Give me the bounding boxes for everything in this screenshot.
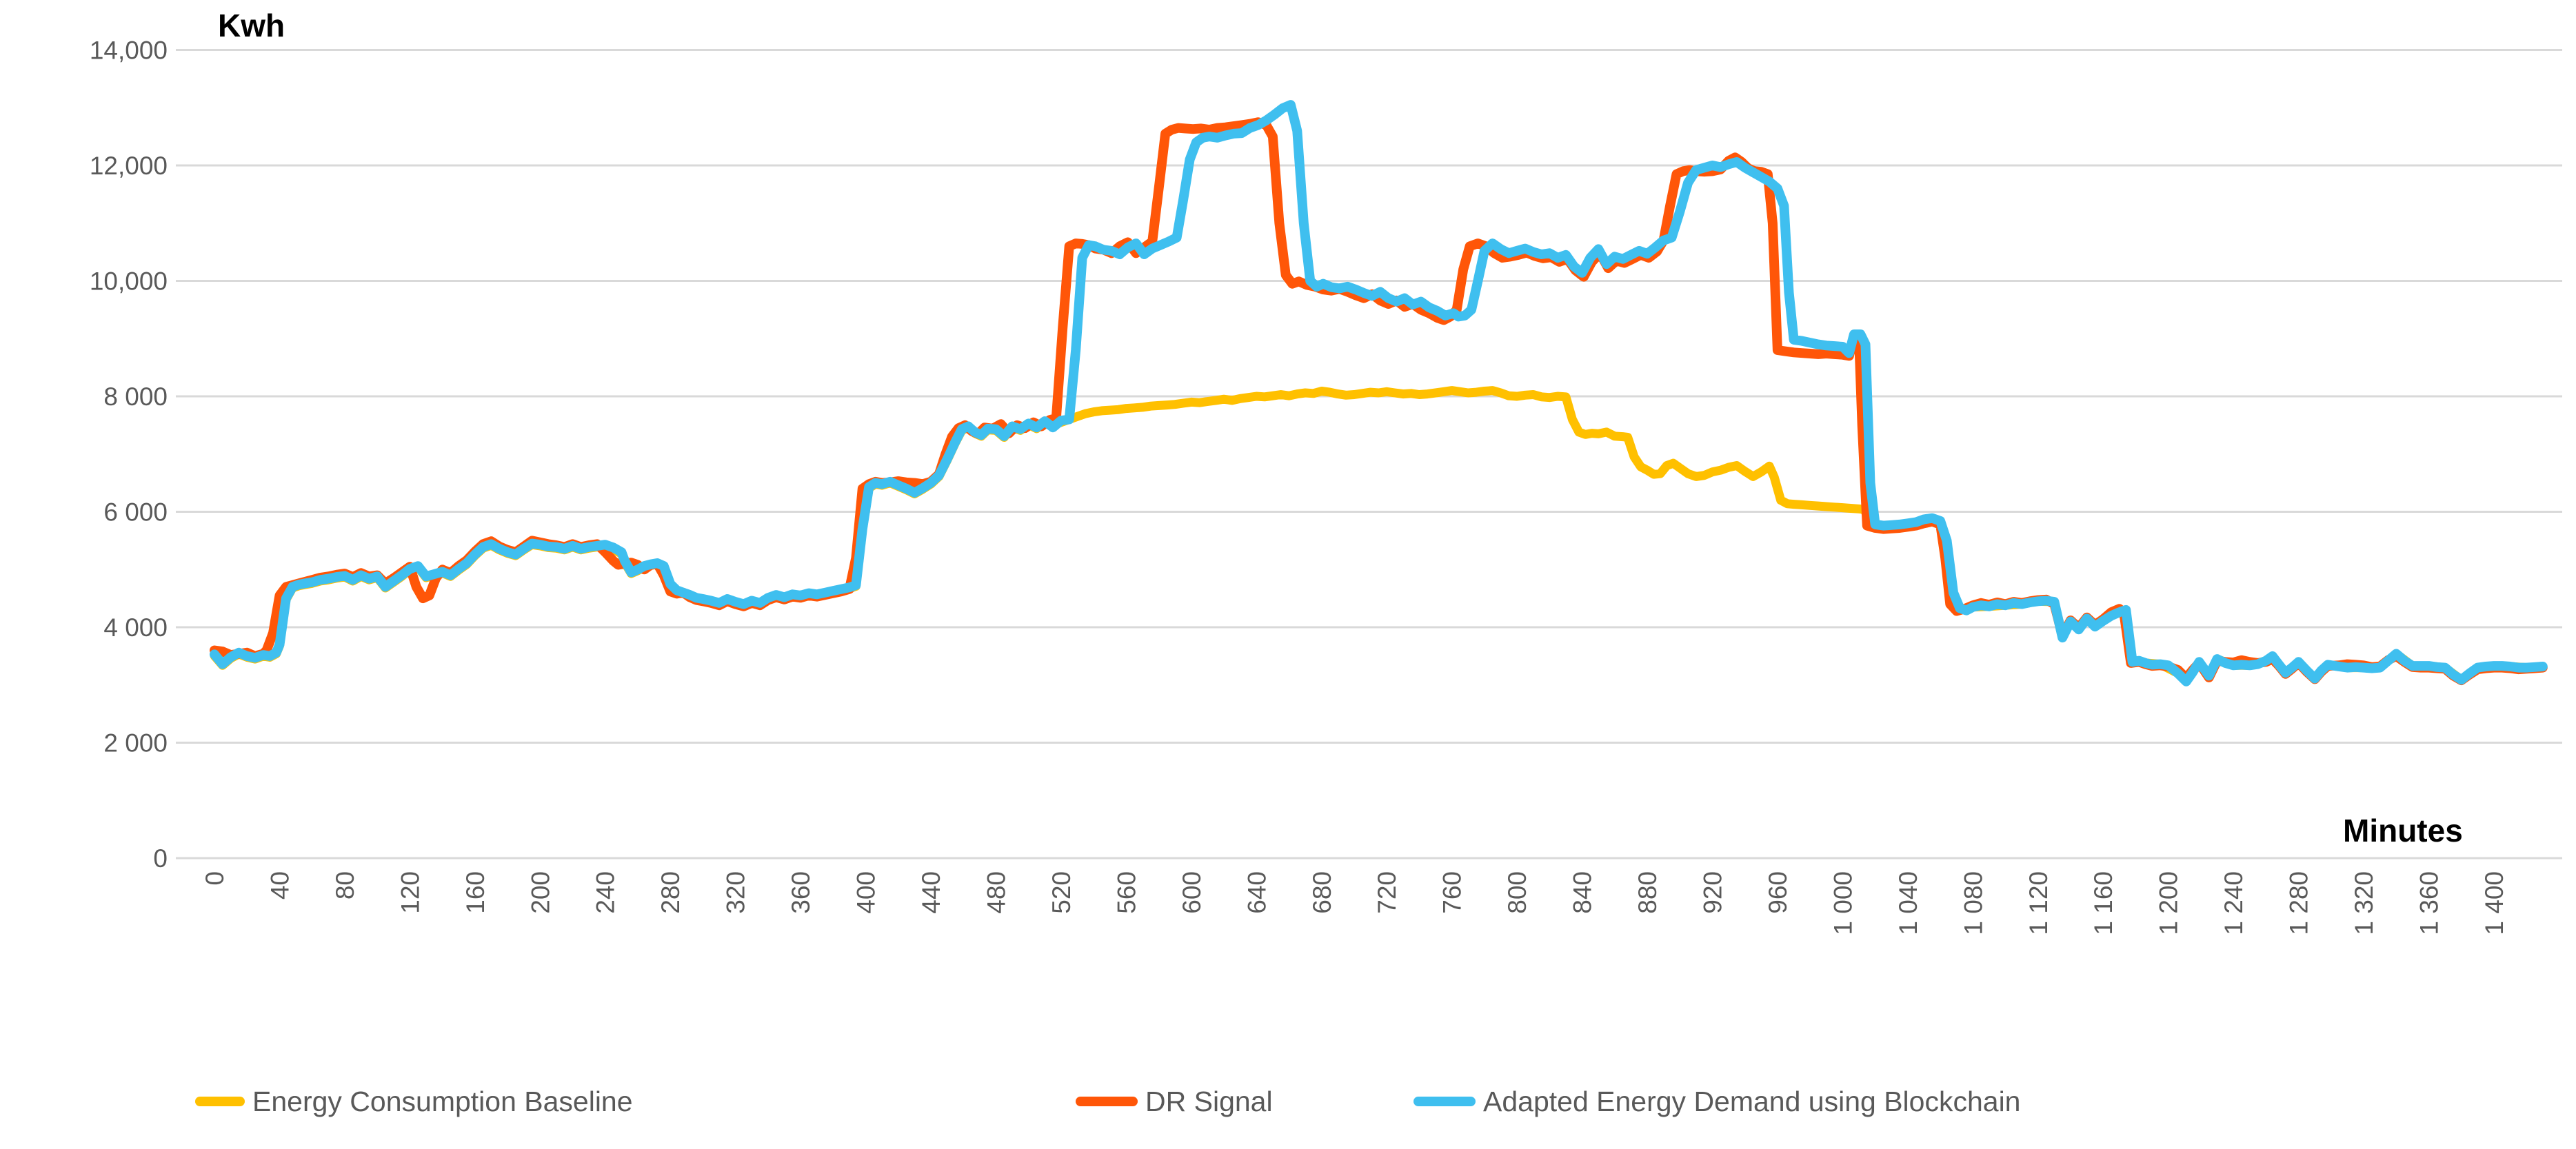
y-axis-unit-label: Kwh xyxy=(218,8,285,43)
x-axis-tick-label: 400 xyxy=(852,871,881,914)
x-axis-tick-label: 360 xyxy=(787,871,815,914)
x-axis-tick-label: 840 xyxy=(1569,871,1597,914)
y-axis-tick-label: 12,000 xyxy=(90,152,168,180)
series-line-dr-signal xyxy=(210,117,2548,685)
x-axis-tick-label: 1 200 xyxy=(2155,871,2183,935)
y-axis-tick-label: 14,000 xyxy=(90,37,168,65)
x-axis-tick-label: 520 xyxy=(1047,871,1076,914)
y-axis-tick-label: 6 000 xyxy=(103,498,168,527)
y-axis-tick-label: 2 000 xyxy=(103,729,168,757)
x-axis-tick-label: 1 360 xyxy=(2415,871,2444,935)
x-axis-tick-label: 760 xyxy=(1438,871,1467,914)
x-axis-tick-label: 800 xyxy=(1503,871,1531,914)
x-axis-tick-label: 1 080 xyxy=(1959,871,1987,935)
x-axis-tick-label: 200 xyxy=(526,871,554,914)
x-axis-tick-label: 1 000 xyxy=(1829,871,1857,935)
x-axis-tick-label: 40 xyxy=(265,871,294,899)
x-axis-tick-label: 600 xyxy=(1178,871,1206,914)
legend-label-baseline: Energy Consumption Baseline xyxy=(252,1085,633,1117)
x-axis-tick-label: 440 xyxy=(917,871,945,914)
x-axis-tick-label: 320 xyxy=(722,871,750,914)
legend-label-adapted: Adapted Energy Demand using Blockchain xyxy=(1483,1085,2021,1117)
y-axis-tick-label: 4 000 xyxy=(103,613,168,642)
y-axis-tick-label: 8 000 xyxy=(103,383,168,411)
x-axis-tick-label: 160 xyxy=(461,871,490,914)
x-axis-unit-label: Minutes xyxy=(2343,813,2463,848)
x-axis-tick-label: 920 xyxy=(1698,871,1727,914)
x-axis-tick-label: 1 160 xyxy=(2089,871,2117,935)
x-axis-tick-label: 1 040 xyxy=(1894,871,1922,935)
x-axis-tick-label: 680 xyxy=(1308,871,1336,914)
legend: Energy Consumption Baseline DR Signal Ad… xyxy=(0,1077,2576,1132)
y-axis-tick-label: 0 xyxy=(153,844,168,873)
legend-swatch-adapted xyxy=(1413,1097,1476,1106)
x-axis-tick-label: 1 320 xyxy=(2350,871,2378,935)
x-axis-tick-label: 1 280 xyxy=(2285,871,2313,935)
legend-swatch-dr-signal xyxy=(1076,1097,1138,1106)
x-axis-tick-label: 1 120 xyxy=(2024,871,2053,935)
x-axis-tick-label: 480 xyxy=(982,871,1010,914)
legend-swatch-baseline xyxy=(195,1097,245,1106)
legend-item-dr-signal: DR Signal xyxy=(1076,1077,1273,1126)
x-axis-tick-label: 960 xyxy=(1764,871,1792,914)
series-line-baseline xyxy=(210,386,2548,687)
y-axis-tick-label: 10,000 xyxy=(90,267,168,296)
legend-item-baseline: Energy Consumption Baseline xyxy=(195,1077,633,1126)
x-axis-tick-label: 880 xyxy=(1633,871,1662,914)
x-axis-tick-label: 120 xyxy=(396,871,424,914)
x-axis-tick-label: 640 xyxy=(1242,871,1271,914)
legend-item-adapted: Adapted Energy Demand using Blockchain xyxy=(1413,1077,2020,1126)
x-axis-tick-label: 280 xyxy=(656,871,685,914)
x-axis-tick-label: 80 xyxy=(331,871,359,899)
x-axis-tick-label: 720 xyxy=(1373,871,1401,914)
x-axis-tick-label: 560 xyxy=(1112,871,1140,914)
x-axis-tick-label: 1 240 xyxy=(2220,871,2248,935)
legend-label-dr-signal: DR Signal xyxy=(1145,1085,1273,1117)
series-line-adapted xyxy=(210,100,2548,687)
x-axis-tick-label: 1 400 xyxy=(2480,871,2508,935)
x-axis-tick-label: 0 xyxy=(201,871,229,886)
x-axis-tick-label: 240 xyxy=(592,871,620,914)
